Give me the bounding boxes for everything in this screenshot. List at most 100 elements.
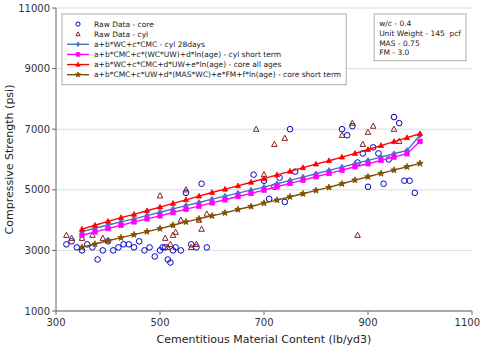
scatter-point <box>199 181 205 187</box>
scatter-point <box>178 248 184 254</box>
line-marker <box>209 212 215 218</box>
scatter-point <box>282 199 288 205</box>
scatter-point <box>253 126 259 131</box>
annotation-text: w/c - 0.4Unit Weight - 145 pcfMAS - 0.75… <box>379 19 461 57</box>
scatter-point <box>126 242 132 248</box>
scatter-point <box>199 226 205 231</box>
scatter-point <box>95 257 101 263</box>
line-marker <box>404 135 409 140</box>
scatter-point <box>64 242 70 248</box>
scatter-point <box>168 260 174 266</box>
line-marker <box>157 204 162 209</box>
line-marker <box>300 190 306 196</box>
scatter-point <box>407 178 413 184</box>
legend-label: a+b*WC+c*CMC - cyl 28days <box>94 40 205 49</box>
line-marker <box>288 181 292 185</box>
scatter-point <box>131 245 137 251</box>
line-marker <box>183 219 189 225</box>
line-marker <box>379 158 383 162</box>
tick-label: 7000 <box>25 124 50 135</box>
line-marker <box>131 211 136 216</box>
legend-label: Raw Data - cyl <box>94 30 148 39</box>
line-marker <box>235 183 240 188</box>
line-marker <box>352 177 358 183</box>
scatter-point <box>360 141 366 146</box>
x-axis-label: Cementitious Material Content (lb/yd3) <box>157 333 372 346</box>
line-marker <box>209 190 214 195</box>
scatter-point <box>287 126 293 132</box>
scatter-point <box>183 187 189 192</box>
grid-line <box>56 129 472 130</box>
line-marker <box>196 216 202 222</box>
scatter-point <box>355 232 361 237</box>
x-axis-line <box>56 311 472 312</box>
grid-line <box>56 8 472 9</box>
tick-label: 300 <box>46 317 65 328</box>
scatter-point <box>381 181 387 187</box>
line-marker <box>392 155 396 159</box>
line-marker <box>339 154 344 159</box>
line-marker <box>105 237 111 243</box>
line-marker <box>301 178 305 182</box>
scatter-point <box>100 248 106 254</box>
line-marker <box>340 168 344 172</box>
line-marker <box>131 231 137 237</box>
line-marker <box>391 167 397 173</box>
line-marker <box>210 201 214 205</box>
line-marker <box>378 170 384 176</box>
scatter-point <box>64 232 70 237</box>
scatter-point <box>178 217 184 222</box>
scatter-point <box>396 120 402 126</box>
line-marker <box>106 226 110 230</box>
scatter-point <box>152 254 158 260</box>
y-axis-line <box>56 8 57 311</box>
line-marker <box>222 209 228 215</box>
scatter-point <box>370 123 376 128</box>
line-marker <box>184 207 188 211</box>
tick-mark <box>52 129 56 130</box>
line-marker <box>144 228 150 234</box>
scatter-point <box>251 172 257 178</box>
legend: Raw Data - coreRaw Data - cyla+b*WC+c*CM… <box>62 14 346 85</box>
line-marker <box>287 193 293 199</box>
line-marker <box>158 214 162 218</box>
line-marker <box>248 203 254 209</box>
line-marker <box>170 222 176 228</box>
scatter-point <box>69 235 75 240</box>
line-marker <box>261 176 266 181</box>
scatter-point <box>391 114 397 120</box>
line-marker <box>404 163 410 169</box>
line-marker <box>80 233 84 237</box>
line-marker <box>365 147 370 152</box>
line-marker <box>235 206 241 212</box>
scatter-point <box>272 141 278 146</box>
line-marker <box>249 191 253 195</box>
scatter-point <box>339 132 345 137</box>
line-marker <box>274 197 280 203</box>
series-line <box>82 141 420 235</box>
scatter-point <box>142 248 148 254</box>
line-marker <box>92 241 98 247</box>
legend-marker <box>76 32 80 36</box>
line-marker <box>418 139 422 143</box>
legend-entry: a+b*WC+c*CMC - cyl 28days <box>67 40 205 49</box>
legend-marker <box>76 42 79 47</box>
line-marker <box>197 204 201 208</box>
line-marker <box>417 160 423 166</box>
tick-label: 900 <box>358 317 377 328</box>
line-marker <box>287 168 292 173</box>
line-marker <box>79 226 84 231</box>
tick-mark <box>52 311 56 312</box>
line-marker <box>248 179 253 184</box>
scatter-point <box>173 229 179 234</box>
series <box>80 139 422 237</box>
scatter-point <box>173 245 179 251</box>
line-marker <box>262 188 266 192</box>
y-axis-label: Compressive Strength (psi) <box>3 85 16 235</box>
line-marker <box>353 165 357 169</box>
legend-marker <box>76 53 80 57</box>
plot-marks <box>64 114 424 265</box>
scatter-point <box>74 245 80 251</box>
line-marker <box>223 198 227 202</box>
series-line <box>82 135 420 231</box>
